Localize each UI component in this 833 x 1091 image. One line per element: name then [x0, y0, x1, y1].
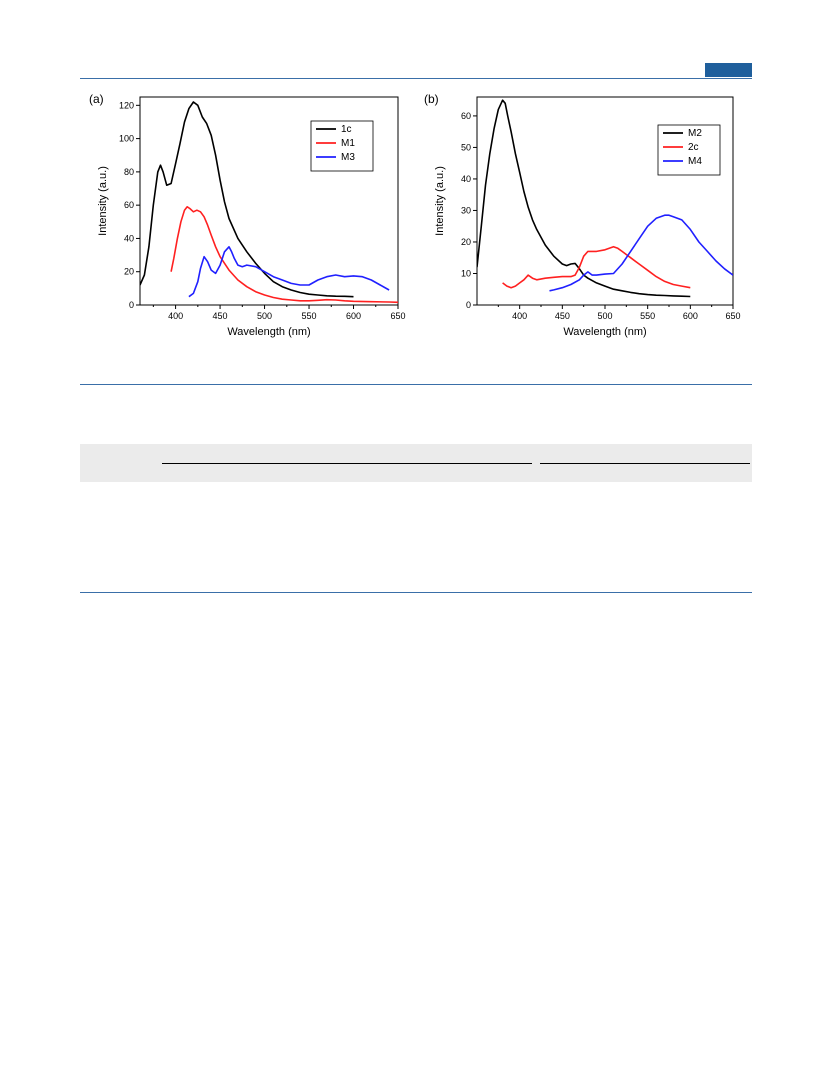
legend-label-M4: M4: [688, 156, 702, 167]
y-tick-label: 40: [461, 174, 471, 184]
figure-panel-a: (a) 400 450 500 550 600 650 0 20 40 60 80 100 120 Wave…: [85, 85, 415, 347]
y-axis-label: Intensity (a.u.): [97, 166, 109, 236]
y-tick-label: 60: [461, 111, 471, 121]
series-line-2c: [502, 245, 691, 289]
series-line-M1: [170, 206, 398, 304]
legend-label-M1: M1: [341, 138, 355, 149]
series-line-M2: [477, 99, 691, 298]
header-rule: [80, 78, 752, 79]
y-tick-label: 50: [461, 142, 471, 152]
y-tick-label: 10: [461, 268, 471, 278]
y-tick-label: 20: [461, 237, 471, 247]
y-tick-label: 20: [124, 267, 134, 277]
x-tick-label: 550: [302, 311, 317, 321]
x-tick-label: 450: [213, 311, 228, 321]
legend-label-M3: M3: [341, 152, 355, 163]
y-tick-label: 120: [119, 100, 134, 110]
series-line-M4: [549, 214, 733, 292]
y-tick-label: 30: [461, 205, 471, 215]
x-tick-label: 500: [257, 311, 272, 321]
table-spanner-rule-right: [540, 463, 750, 464]
x-tick-label: 600: [683, 311, 698, 321]
y-tick-label: 60: [124, 200, 134, 210]
y-tick-label: 100: [119, 134, 134, 144]
figure-panel-b: (b) 400 450 500 550 600 650 0 10 20 30 40 50 60 Wavele…: [420, 85, 752, 347]
x-tick-label: 450: [555, 311, 570, 321]
table-spanner-rule-left: [162, 463, 532, 464]
panel-label: (a): [89, 92, 104, 106]
x-tick-label: 500: [597, 311, 612, 321]
x-tick-label: 400: [512, 311, 527, 321]
x-tick-label: 650: [390, 311, 405, 321]
y-axis-label: Intensity (a.u.): [434, 166, 446, 236]
x-axis-label: Wavelength (nm): [563, 326, 646, 338]
header-badge: [705, 63, 752, 77]
plot-frame: [139, 96, 399, 306]
y-tick-label: 0: [129, 300, 134, 310]
table-bottom-rule: [80, 592, 752, 593]
x-axis-label: Wavelength (nm): [227, 326, 310, 338]
figure-bottom-rule: [80, 384, 752, 385]
series-line-M3: [188, 246, 390, 298]
y-tick-label: 40: [124, 233, 134, 243]
x-tick-label: 550: [640, 311, 655, 321]
x-tick-label: 650: [725, 311, 740, 321]
series-line-1c: [140, 101, 354, 298]
x-tick-label: 400: [168, 311, 183, 321]
legend-label-1c: 1c: [341, 124, 352, 135]
chart-svg-1: (b) 400 450 500 550 600 650 0 10 20 30 40 50 60 Wavele…: [424, 92, 741, 338]
legend-label-M2: M2: [688, 128, 702, 139]
x-tick-label: 600: [346, 311, 361, 321]
y-tick-label: 0: [466, 300, 471, 310]
y-tick-label: 80: [124, 167, 134, 177]
legend-label-2c: 2c: [688, 142, 699, 153]
panel-label: (b): [424, 92, 439, 106]
chart-svg-0: (a) 400 450 500 550 600 650 0 20 40 60 80 100 120 Wave…: [89, 92, 406, 338]
